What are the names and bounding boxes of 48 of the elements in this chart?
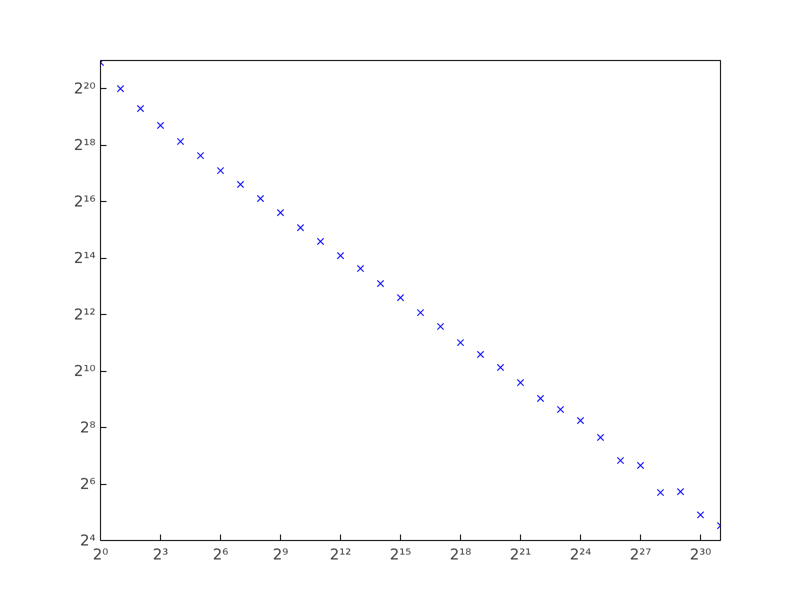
point	[176, 138, 184, 146]
point	[656, 488, 664, 496]
point	[136, 104, 144, 112]
y-tick-label: 2¹²	[74, 306, 96, 324]
y-tick-label: 2¹⁰	[74, 362, 96, 380]
point	[356, 264, 364, 272]
point	[276, 209, 284, 216]
point	[616, 456, 624, 464]
y-tick-label: 2¹⁶	[74, 192, 96, 211]
point	[696, 511, 704, 519]
y-tick-label: 2¹⁴	[74, 249, 96, 268]
point	[576, 416, 584, 424]
x-tick-label: 2³	[152, 546, 168, 564]
y-tick-label: 2⁶	[80, 475, 96, 494]
y-tick-label: 2¹⁸	[74, 136, 96, 154]
point	[396, 294, 404, 302]
x-tick-label: 2²¹	[510, 546, 532, 564]
x-tick-label: 2⁶	[212, 546, 228, 564]
point	[436, 322, 444, 330]
point	[516, 378, 524, 386]
point	[476, 350, 484, 358]
point	[536, 394, 544, 402]
point	[196, 152, 204, 160]
point	[636, 462, 644, 470]
x-tick-label: 2²⁴	[570, 546, 592, 564]
x-tick-label: 2¹²	[330, 546, 352, 564]
point	[296, 224, 304, 232]
point	[676, 488, 684, 496]
point	[216, 166, 224, 174]
point	[156, 122, 164, 130]
x-tick-label: 2³⁰	[690, 546, 712, 564]
x-tick-label: 2¹⁵	[390, 546, 412, 564]
point	[256, 194, 264, 202]
point	[336, 252, 344, 260]
x-tick-label: 2¹⁸	[450, 546, 472, 564]
point	[556, 406, 564, 414]
point	[456, 338, 464, 346]
point	[596, 434, 604, 442]
point	[316, 238, 324, 246]
point	[416, 308, 424, 316]
point	[496, 364, 504, 372]
y-tick-label: 2²⁰	[74, 80, 96, 98]
x-tick-label: 2⁹	[272, 546, 288, 564]
x-tick-label: 2²⁷	[630, 546, 652, 564]
y-tick-label: 2⁸	[80, 418, 96, 437]
point	[236, 180, 244, 188]
point	[376, 280, 384, 288]
point	[116, 85, 124, 92]
